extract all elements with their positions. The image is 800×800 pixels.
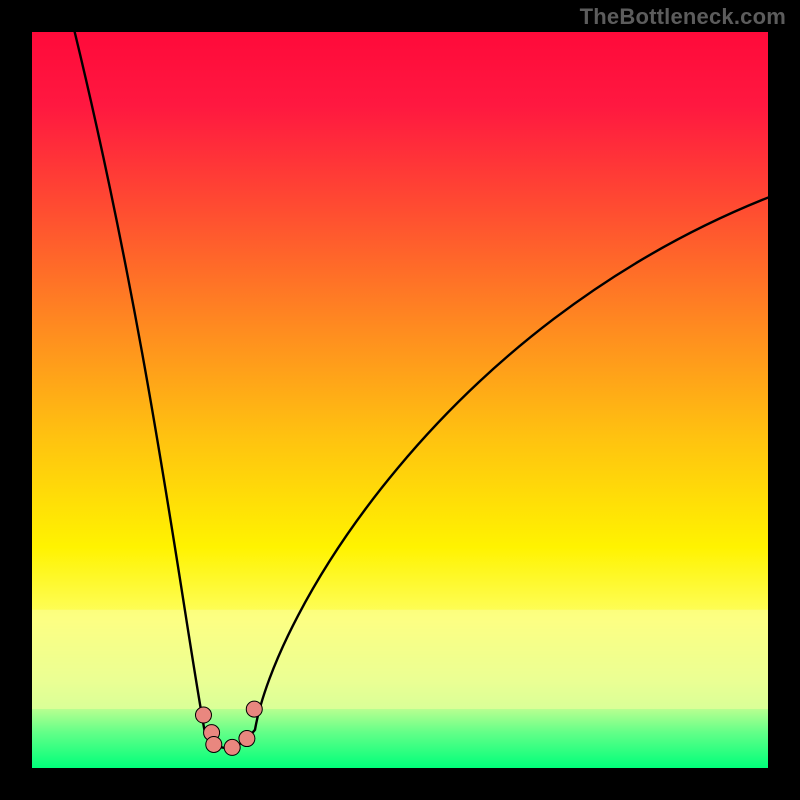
valley-dot xyxy=(224,739,240,755)
chart-svg xyxy=(32,32,768,768)
plot-area xyxy=(32,32,768,768)
valley-dot xyxy=(246,701,262,717)
watermark-text: TheBottleneck.com xyxy=(580,4,786,30)
valley-dot xyxy=(239,731,255,747)
pale-yellow-band xyxy=(32,610,768,709)
valley-dot xyxy=(206,736,222,752)
green-bottom-band xyxy=(32,709,768,768)
valley-dot xyxy=(195,707,211,723)
